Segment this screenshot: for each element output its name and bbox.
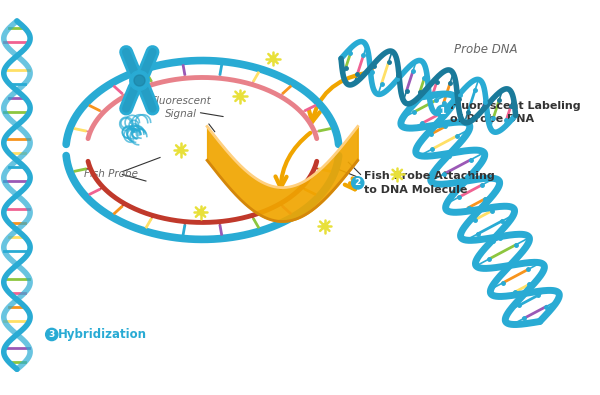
Text: Probe DNA: Probe DNA <box>454 43 517 56</box>
Text: Fluorescent
Signal: Fluorescent Signal <box>151 96 211 119</box>
Text: 3: 3 <box>49 330 55 339</box>
Circle shape <box>436 105 449 117</box>
Text: 1: 1 <box>439 107 446 116</box>
Text: 2: 2 <box>355 179 361 187</box>
Circle shape <box>352 177 364 189</box>
Text: Fish Probe Attaching
to DNA Molecule: Fish Probe Attaching to DNA Molecule <box>364 171 495 194</box>
Circle shape <box>46 328 58 340</box>
Text: Fluorescent Labeling
of Probe DNA: Fluorescent Labeling of Probe DNA <box>450 101 581 124</box>
Text: Fish Probe: Fish Probe <box>84 169 138 179</box>
Text: Hybridization: Hybridization <box>58 328 148 341</box>
